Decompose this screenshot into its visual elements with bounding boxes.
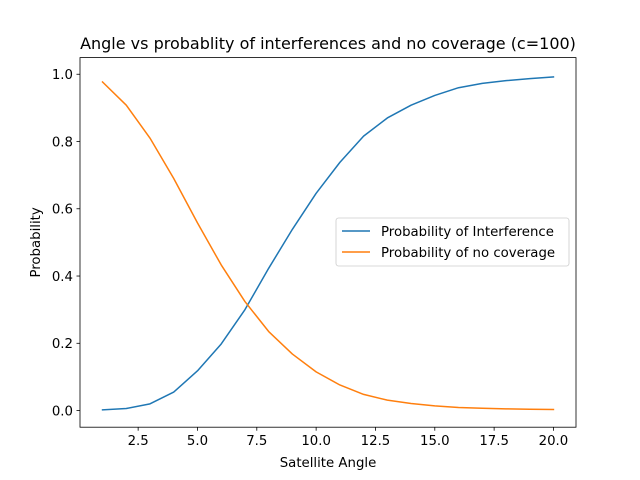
- x-tick-label: 10.0: [301, 434, 331, 449]
- x-tick-label: 15.0: [420, 434, 450, 449]
- x-tick-label: 7.5: [246, 434, 267, 449]
- x-tick-label: 20.0: [539, 434, 569, 449]
- y-tick-label: 0.8: [52, 135, 73, 150]
- y-tick-label: 0.0: [52, 404, 73, 419]
- y-tick-label: 0.4: [52, 270, 73, 285]
- legend: Probability of Interference Probability …: [335, 217, 570, 267]
- plot-area: 2.5 5.0 7.5 10.0 12.5 15.0 17.5 20.0 0.00.20.40…: [52, 57, 577, 449]
- x-axis-ticks: 2.5 5.0 7.5 10.0 12.5 15.0 17.5 20.0: [128, 427, 569, 449]
- x-tick-label: 2.5: [128, 434, 149, 449]
- y-axis-ticks: 0.0 0.2 0.4 0.6 0.8 1.0: [52, 68, 80, 419]
- x-tick-label: 12.5: [361, 434, 391, 449]
- legend-label-interference: Probability of Interference: [381, 225, 554, 240]
- x-axis-label: Satellite Angle: [280, 456, 377, 471]
- series-line-1: [101, 80, 555, 411]
- legend-box: [335, 217, 570, 267]
- x-tick-label: 5.0: [187, 434, 208, 449]
- y-axis-label: Probability: [29, 207, 44, 277]
- legend-label-no-coverage: Probability of no coverage: [381, 246, 555, 261]
- series-line-0: [101, 76, 555, 411]
- x-tick-label: 17.5: [479, 434, 509, 449]
- chart-title: Angle vs probablity of interferences and…: [80, 34, 576, 53]
- y-tick-label: 0.6: [52, 203, 73, 218]
- series-layer: [101, 76, 555, 411]
- y-tick-label: 1.0: [52, 68, 73, 83]
- axes-frame: [79, 57, 577, 428]
- y-tick-label: 0.2: [52, 337, 73, 352]
